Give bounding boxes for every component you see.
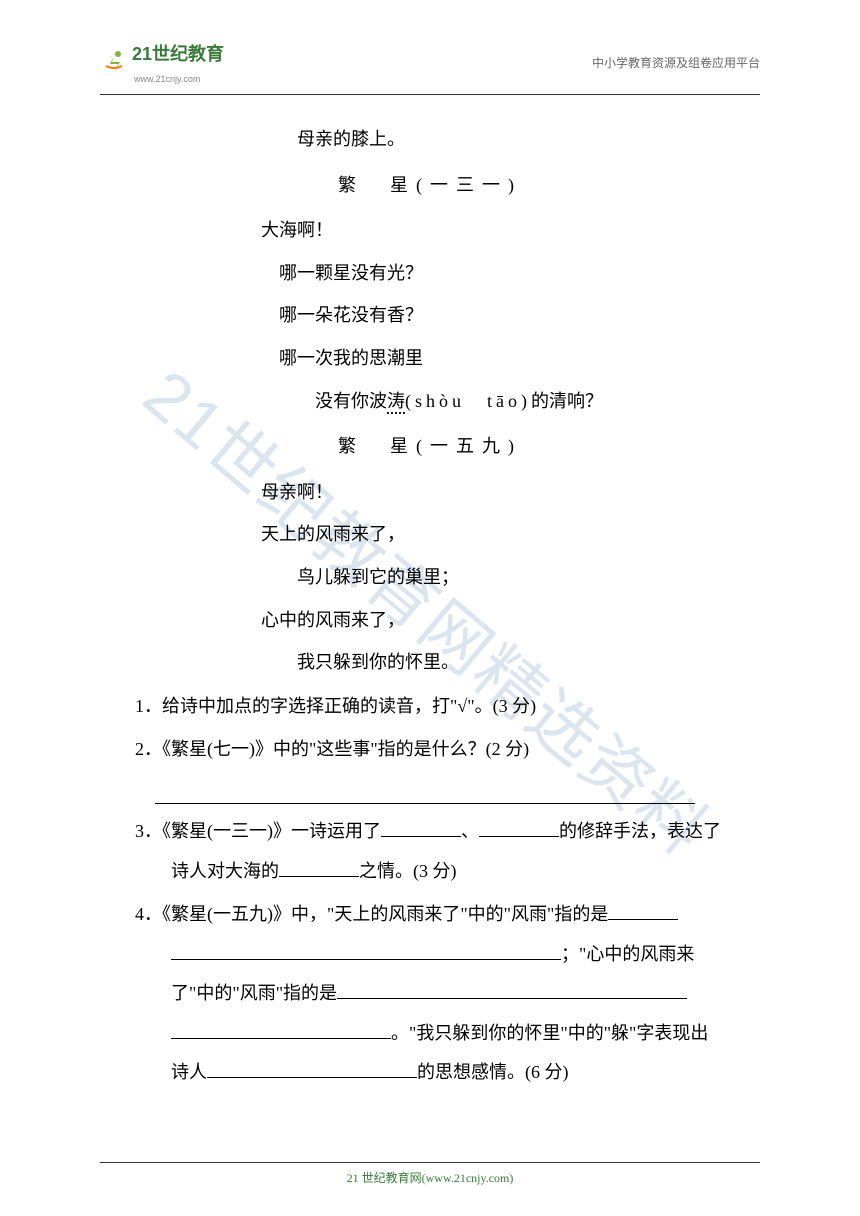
q3-text: 3．《繁星(一三一)》一诗运用了	[135, 821, 381, 841]
q4-text: ；"心中的风雨来	[561, 944, 694, 964]
fill-blank[interactable]	[479, 819, 559, 837]
q4-text: 。"我只躲到你的怀里"中的"躲"字	[391, 1023, 654, 1043]
q3-text: 、	[461, 821, 479, 841]
q4-text: 4．《繁星(一五九)》中，"天上的风雨来了"中的"风雨"指的是	[135, 904, 608, 924]
logo-icon	[100, 48, 128, 76]
poem-line: 鸟儿躲到它的巢里；	[135, 558, 725, 598]
fill-blank[interactable]	[207, 1060, 417, 1078]
poem-line-with-pinyin: 没有你波涛(shòu tāo)的清响？	[135, 382, 725, 422]
poem-line: 心中的风雨来了，	[135, 601, 725, 641]
poem-line: 母亲啊！	[135, 473, 725, 513]
logo-text-wrap: 21世纪教育 www.21cnjy.com	[132, 40, 224, 84]
pinyin-text: (shòu tāo)	[405, 391, 531, 411]
poem-line: 母亲的膝上。	[135, 120, 725, 160]
footer-text: 21 世纪教育网(www.21cnjy.com)	[0, 1169, 860, 1186]
logo-url-text: www.21cnjy.com	[134, 74, 224, 84]
poem-line: 天上的风雨来了，	[135, 515, 725, 555]
q3-text: 的修辞手法，表达了	[559, 821, 721, 841]
poem-line: 哪一次我的思潮里	[135, 339, 725, 379]
poem-title-159: 繁 星(一五九)	[135, 427, 725, 467]
header-platform-text: 中小学教育资源及组卷应用平台	[592, 54, 760, 71]
question-3: 3．《繁星(一三一)》一诗运用了 、 的修辞手法，表达了诗人对大海的 之情。(3 分)	[135, 812, 725, 891]
logo-brand-text: 21世纪教育	[132, 44, 224, 64]
fill-blank[interactable]	[381, 819, 461, 837]
poem-text: 没有你波	[315, 391, 387, 411]
q3-text: 诗人对大海的	[171, 861, 279, 881]
page-footer: 21 世纪教育网(www.21cnjy.com)	[0, 1162, 860, 1186]
page-header: 21世纪教育 www.21cnjy.com 中小学教育资源及组卷应用平台	[0, 0, 860, 89]
poem-line: 大海啊！	[135, 211, 725, 251]
poem-line: 哪一朵花没有香？	[135, 296, 725, 336]
poem-text: 的清响？	[531, 391, 603, 411]
fill-blank[interactable]	[337, 981, 687, 999]
question-4: 4．《繁星(一五九)》中，"天上的风雨来了"中的"风雨"指的是 ；"心中的风雨来…	[135, 895, 725, 1093]
q4-text: 了"中的"风雨"指的是	[171, 983, 337, 1003]
fill-blank[interactable]	[171, 1021, 391, 1039]
question-2: 2．《繁星(七一)》中的"这些事"指的是什么？(2 分)	[135, 730, 725, 770]
footer-divider	[100, 1162, 760, 1163]
fill-blank[interactable]	[279, 859, 359, 877]
answer-blank-line	[155, 780, 695, 804]
fill-blank[interactable]	[171, 942, 561, 960]
q4-text: 的思想感情。(6 分)	[417, 1062, 569, 1082]
poem-annotated-char: 涛	[387, 391, 405, 411]
question-1: 1．给诗中加点的字选择正确的读音，打"√"。(3 分)	[135, 687, 725, 727]
q3-text: 之情。(3 分)	[359, 861, 457, 881]
document-content: 母亲的膝上。 繁 星(一三一) 大海啊！ 哪一颗星没有光？ 哪一朵花没有香？ 哪…	[0, 95, 860, 1113]
logo-container: 21世纪教育 www.21cnjy.com	[100, 40, 224, 84]
poem-line: 我只躲到你的怀里。	[135, 643, 725, 683]
fill-blank[interactable]	[608, 902, 678, 920]
poem-title-131: 繁 星(一三一)	[135, 166, 725, 206]
poem-line: 哪一颗星没有光？	[135, 254, 725, 294]
